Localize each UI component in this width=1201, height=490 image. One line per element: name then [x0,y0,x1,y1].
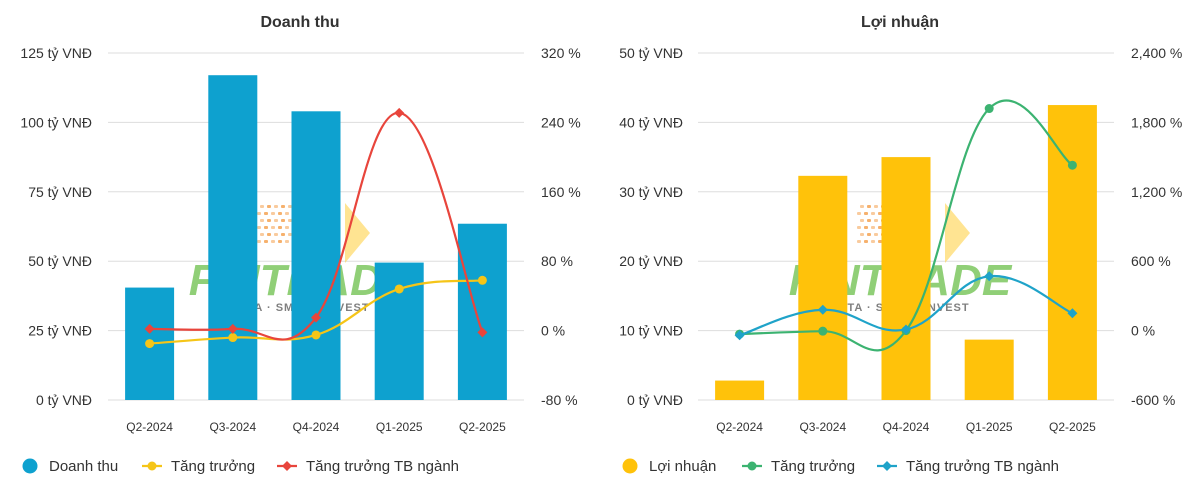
y-left-tick-label: 75 tỷ VNĐ [28,184,92,200]
chart-title: Lợi nhuận [861,14,939,31]
y-left-tick-label: 10 tỷ VNĐ [619,323,683,339]
y-right-tick-label: -80 % [541,392,578,408]
legend-item[interactable]: Tăng trưởng TB ngành [877,458,1059,475]
bar[interactable] [1047,105,1097,401]
line-series [145,275,487,349]
legend-marker-icon [882,461,892,471]
data-point[interactable] [145,339,155,349]
bar-series [715,105,1097,401]
legend-swatch-icon [22,458,38,474]
x-tick-label: Q2-2025 [459,420,506,434]
x-tick-label: Q4-2024 [293,420,340,434]
x-tick-label: Q4-2024 [883,420,930,434]
legend-label: Tăng trưởng TB ngành [306,458,459,475]
data-point[interactable] [394,284,404,294]
y-right-tick-label: 80 % [541,253,573,269]
data-point[interactable] [818,326,828,336]
bar[interactable] [881,157,931,400]
legend-label: Doanh thu [49,458,118,475]
data-point[interactable] [984,271,995,282]
legend-marker-icon [147,461,157,471]
watermark-diamond-icon [945,203,970,263]
bar-series [125,75,507,401]
profit-chart: Lợi nhuận 0 tỷ VNĐ -600 % 10 tỷ VNĐ 0 % 20 tỷ… [619,14,1182,475]
legend-label: Tăng trưởng [771,458,855,475]
legend-label: Tăng trưởng [171,458,255,475]
legend-label: Lợi nhuận [649,458,716,475]
data-point[interactable] [477,327,488,338]
legend: Lợi nhuận Tăng trưởng Tăng trưởng TB ngành [622,458,1059,475]
data-point[interactable] [228,333,238,343]
data-point[interactable] [144,323,155,334]
x-tick-label: Q3-2024 [799,420,846,434]
x-tick-label: Q1-2025 [376,420,423,434]
y-left-tick-label: 25 tỷ VNĐ [28,323,92,339]
y-right-tick-label: 1,200 % [1131,184,1182,200]
legend: Doanh thu Tăng trưởng Tăng trưởng TB ngành [22,458,459,475]
legend-item[interactable]: Lợi nhuận [622,458,717,475]
line-series [144,107,488,341]
series-line [149,111,484,341]
bar[interactable] [374,262,424,400]
data-point[interactable] [311,330,321,340]
data-point[interactable] [734,330,745,341]
x-tick-label: Q1-2025 [966,420,1013,434]
y-left-tick-label: 0 tỷ VNĐ [627,392,683,408]
revenue-chart: Doanh thu 0 tỷ VNĐ -80 % 25 tỷ VNĐ 0 % 50 tỷ … [20,14,580,475]
data-point[interactable] [477,275,487,285]
y-left-tick-label: 125 tỷ VNĐ [20,45,92,61]
y-left-tick-label: 50 tỷ VNĐ [28,253,92,269]
legend-marker-icon [747,461,757,471]
line-series [734,271,1078,341]
y-right-tick-label: 240 % [541,114,581,130]
data-point[interactable] [901,324,911,335]
data-point[interactable] [394,107,405,118]
data-point[interactable] [1067,160,1077,170]
data-point[interactable] [227,323,238,334]
bar[interactable] [457,223,507,400]
watermark-dots-icon [257,205,292,243]
bar[interactable] [208,75,258,400]
y-right-tick-label: 600 % [1131,253,1171,269]
legend-item[interactable]: Tăng trưởng [742,458,855,475]
chart-title: Doanh thu [260,14,339,31]
y-left-tick-label: 30 tỷ VNĐ [619,184,683,200]
y-left-tick-label: 100 tỷ VNĐ [20,114,92,130]
x-tick-label: Q2-2024 [126,420,173,434]
y-left-tick-label: 20 tỷ VNĐ [619,253,683,269]
y-left-tick-label: 0 tỷ VNĐ [36,392,92,408]
y-right-tick-label: 1,800 % [1131,114,1182,130]
legend-swatch-icon [622,458,638,474]
bar[interactable] [798,175,848,400]
data-point[interactable] [817,304,828,315]
series-line [739,99,1074,352]
x-tick-label: Q2-2025 [1049,420,1096,434]
bar[interactable] [964,339,1014,400]
y-right-tick-label: -600 % [1131,392,1175,408]
bar[interactable] [291,111,341,401]
legend-label: Tăng trưởng TB ngành [906,458,1059,475]
y-right-tick-label: 0 % [1131,323,1155,339]
data-point[interactable] [984,104,994,114]
legend-item[interactable]: Tăng trưởng [142,458,255,475]
data-point[interactable] [1067,308,1078,319]
y-left-tick-label: 40 tỷ VNĐ [619,114,683,130]
y-right-tick-label: 0 % [541,323,565,339]
y-right-tick-label: 320 % [541,45,581,61]
y-right-tick-label: 160 % [541,184,581,200]
x-tick-label: Q3-2024 [209,420,256,434]
bar[interactable] [715,380,765,400]
y-right-tick-label: 2,400 % [1131,45,1182,61]
legend-marker-icon [282,461,292,471]
legend-item[interactable]: Tăng trưởng TB ngành [277,458,459,475]
data-point[interactable] [311,312,321,323]
x-tick-label: Q2-2024 [716,420,763,434]
y-left-tick-label: 50 tỷ VNĐ [619,45,683,61]
legend-item[interactable]: Doanh thu [22,458,119,475]
